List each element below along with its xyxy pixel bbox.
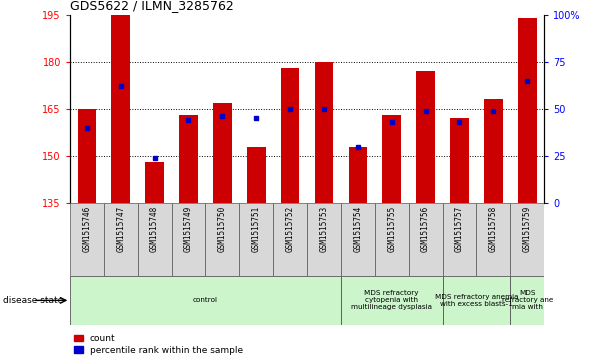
Bar bbox=[247, 147, 266, 203]
FancyBboxPatch shape bbox=[443, 276, 510, 325]
Text: GSM1515752: GSM1515752 bbox=[286, 206, 295, 252]
Bar bbox=[213, 103, 232, 203]
Text: GDS5622 / ILMN_3285762: GDS5622 / ILMN_3285762 bbox=[70, 0, 233, 12]
FancyBboxPatch shape bbox=[70, 276, 341, 325]
Text: GSM1515758: GSM1515758 bbox=[489, 206, 498, 252]
FancyBboxPatch shape bbox=[510, 276, 544, 325]
Text: GSM1515750: GSM1515750 bbox=[218, 206, 227, 252]
Bar bbox=[281, 68, 299, 203]
Bar bbox=[145, 162, 164, 203]
FancyBboxPatch shape bbox=[70, 203, 104, 276]
Bar bbox=[78, 109, 96, 203]
FancyBboxPatch shape bbox=[307, 203, 341, 276]
Bar bbox=[416, 71, 435, 203]
FancyBboxPatch shape bbox=[375, 203, 409, 276]
Text: MDS
refractory ane
mia with: MDS refractory ane mia with bbox=[502, 290, 553, 310]
Text: GSM1515755: GSM1515755 bbox=[387, 206, 396, 252]
Legend: count, percentile rank within the sample: count, percentile rank within the sample bbox=[74, 334, 243, 355]
FancyBboxPatch shape bbox=[171, 203, 206, 276]
FancyBboxPatch shape bbox=[206, 203, 240, 276]
Bar bbox=[348, 147, 367, 203]
Text: MDS refractory anemia
with excess blasts-1: MDS refractory anemia with excess blasts… bbox=[435, 294, 518, 307]
FancyBboxPatch shape bbox=[240, 203, 273, 276]
FancyBboxPatch shape bbox=[341, 203, 375, 276]
FancyBboxPatch shape bbox=[137, 203, 171, 276]
Text: MDS refractory
cytopenia with
multilineage dysplasia: MDS refractory cytopenia with multilinea… bbox=[351, 290, 432, 310]
Bar bbox=[179, 115, 198, 203]
FancyBboxPatch shape bbox=[477, 203, 510, 276]
Text: GSM1515746: GSM1515746 bbox=[82, 206, 91, 252]
Text: GSM1515748: GSM1515748 bbox=[150, 206, 159, 252]
Text: disease state: disease state bbox=[3, 296, 63, 305]
Bar bbox=[111, 15, 130, 203]
FancyBboxPatch shape bbox=[443, 203, 477, 276]
Text: GSM1515747: GSM1515747 bbox=[116, 206, 125, 252]
FancyBboxPatch shape bbox=[510, 203, 544, 276]
Text: control: control bbox=[193, 297, 218, 303]
Text: GSM1515753: GSM1515753 bbox=[319, 206, 328, 252]
FancyBboxPatch shape bbox=[104, 203, 137, 276]
Bar bbox=[315, 62, 333, 203]
Text: GSM1515756: GSM1515756 bbox=[421, 206, 430, 252]
FancyBboxPatch shape bbox=[341, 276, 443, 325]
Bar bbox=[484, 99, 503, 203]
Text: GSM1515749: GSM1515749 bbox=[184, 206, 193, 252]
Bar bbox=[382, 115, 401, 203]
Text: GSM1515754: GSM1515754 bbox=[353, 206, 362, 252]
Text: GSM1515757: GSM1515757 bbox=[455, 206, 464, 252]
FancyBboxPatch shape bbox=[273, 203, 307, 276]
Bar bbox=[518, 18, 536, 203]
Text: GSM1515759: GSM1515759 bbox=[523, 206, 532, 252]
Bar bbox=[450, 118, 469, 203]
Text: GSM1515751: GSM1515751 bbox=[252, 206, 261, 252]
FancyBboxPatch shape bbox=[409, 203, 443, 276]
